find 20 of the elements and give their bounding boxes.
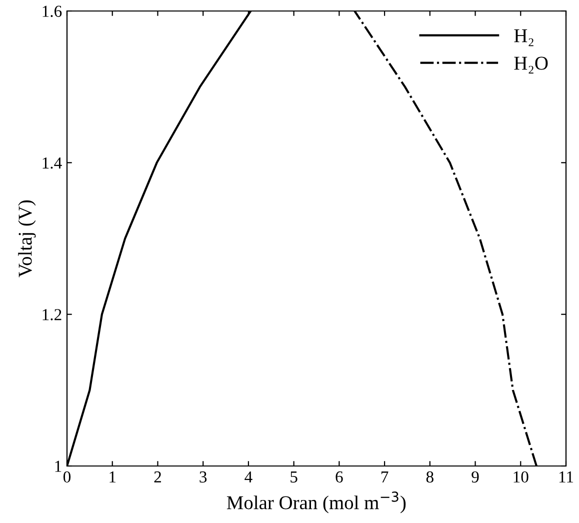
y-tick-label: 1 <box>55 460 62 472</box>
x-tick-label: 4 <box>244 471 252 482</box>
x-tick-label: 6 <box>336 471 343 483</box>
y-axis-title: Voltaj (V) <box>18 200 36 278</box>
x-tick-label: 7 <box>381 472 388 482</box>
x-tick-label: 1 <box>110 471 116 482</box>
x-tick-label: 8 <box>426 471 434 483</box>
x-tick-label: 2 <box>154 471 161 482</box>
x-tick-label: 5 <box>290 472 298 483</box>
x-tick-label: 9 <box>472 471 479 483</box>
x-axis-title: Molar Oran (mol m$^{−3}$) <box>226 492 406 514</box>
x-tick-label: 3 <box>200 471 207 483</box>
y-tick-label: 1.4 <box>42 157 62 169</box>
y-tick-label: 1.2 <box>42 309 62 320</box>
x-tick-label: 10 <box>514 471 528 483</box>
y-tick-label: 1.6 <box>42 6 62 18</box>
legend-label: H₂ <box>514 29 534 46</box>
x-tick-label: 0 <box>63 471 71 483</box>
legend-label: H₂O <box>514 56 548 74</box>
x-tick-label: 11 <box>559 471 574 482</box>
